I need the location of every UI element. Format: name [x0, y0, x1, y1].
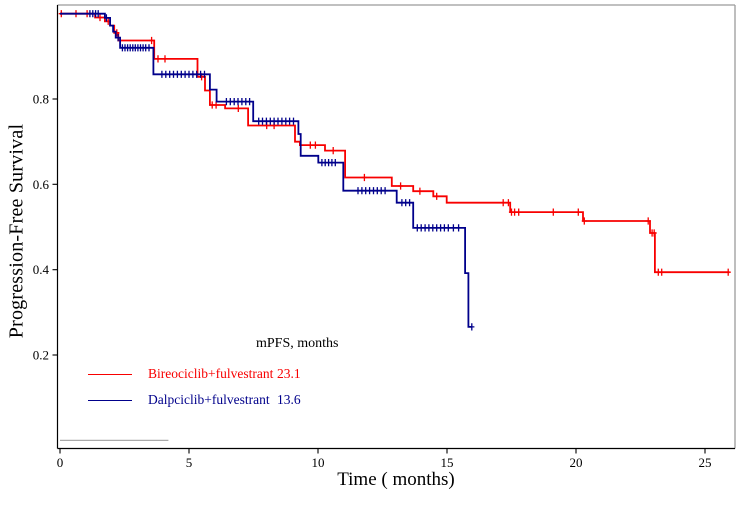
- y-tick-label: 0.8: [33, 92, 49, 107]
- legend-header: mPFS, months: [256, 336, 339, 351]
- legend-line-blue: [88, 399, 132, 401]
- legend-entry-dalpciclib: Dalpciclib+fulvestrant 13.6: [88, 392, 301, 408]
- x-axis-title: Time ( months): [337, 469, 455, 490]
- x-tick-label: 5: [186, 455, 193, 470]
- legend-entry-bireociclib: Bireociclib+fulvestrant 23.1: [88, 366, 301, 382]
- survival-curve-blue: [60, 12, 472, 328]
- legend-label-bireociclib: Bireociclib+fulvestrant: [148, 366, 274, 381]
- y-axis-title: Progression-Free Survival: [5, 123, 28, 339]
- x-tick-label: 20: [570, 455, 583, 470]
- y-tick-label: 0.4: [33, 262, 50, 277]
- y-tick-label: 0.6: [33, 177, 50, 192]
- x-tick-label: 10: [312, 455, 325, 470]
- censor-ticks-red: [58, 10, 731, 276]
- legend-label-dalpciclib: Dalpciclib+fulvestrant: [148, 392, 270, 407]
- censor-ticks-blue: [87, 10, 475, 331]
- legend-line-red: [88, 373, 132, 375]
- x-tick-label: 0: [57, 455, 64, 470]
- x-tick-label: 15: [441, 455, 454, 470]
- legend-value-dalpciclib: 13.6: [277, 392, 301, 407]
- legend-value-bireociclib: 23.1: [277, 366, 301, 381]
- survival-curve-red: [60, 12, 730, 274]
- x-tick-label: 25: [699, 455, 712, 470]
- y-tick-label: 0.2: [33, 348, 49, 363]
